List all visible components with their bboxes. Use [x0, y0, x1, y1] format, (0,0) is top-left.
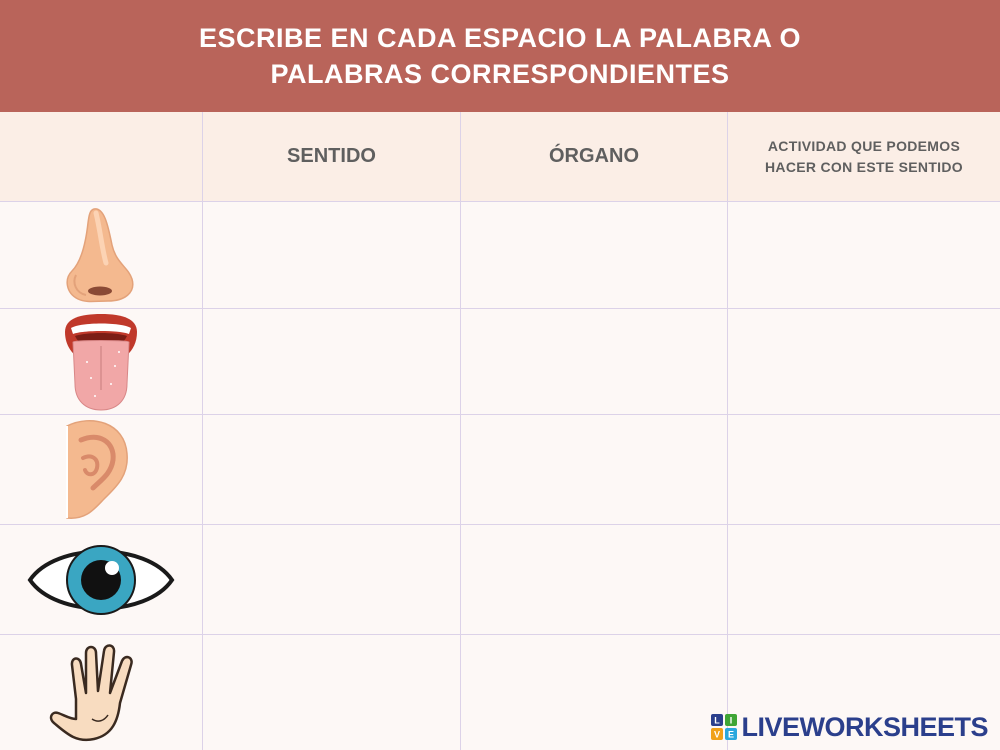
header-cell-image — [0, 112, 203, 202]
organo-input-5[interactable] — [461, 635, 728, 750]
svg-text:E: E — [728, 730, 734, 740]
table-row-hand — [0, 635, 203, 750]
header-sentido: SENTIDO — [203, 112, 461, 202]
nose-icon — [66, 208, 134, 303]
header-actividad: ACTIVIDAD QUE PODEMOS HACER CON ESTE SEN… — [728, 112, 1000, 202]
table-row-tongue — [0, 309, 203, 415]
actividad-input-4[interactable] — [728, 525, 1000, 635]
header-organo: ÓRGANO — [461, 112, 728, 202]
table-row-nose — [0, 202, 203, 309]
tongue-icon — [65, 313, 137, 411]
worksheet-title: ESCRIBE EN CADA ESPACIO LA PALABRA O PAL… — [0, 0, 1000, 112]
table-row-eye — [0, 525, 203, 635]
organo-input-2[interactable] — [461, 309, 728, 415]
svg-text:L: L — [715, 716, 721, 726]
sentido-input-5[interactable] — [203, 635, 461, 750]
watermark-text: LIVEWORKSHEETS — [741, 711, 988, 742]
organo-input-4[interactable] — [461, 525, 728, 635]
table-row-ear — [0, 415, 203, 525]
actividad-input-1[interactable] — [728, 202, 1000, 309]
liveworksheets-logo-icon: L I V E — [711, 714, 738, 740]
title-line-2: PALABRAS CORRESPONDIENTES — [270, 59, 730, 89]
svg-text:V: V — [714, 730, 720, 740]
header-actividad-line-1: ACTIVIDAD QUE PODEMOS — [767, 137, 961, 154]
organo-input-3[interactable] — [461, 415, 728, 525]
sentido-input-2[interactable] — [203, 309, 461, 415]
title-line-1: ESCRIBE EN CADA ESPACIO LA PALABRA O — [198, 23, 802, 53]
ear-icon — [66, 419, 128, 519]
sentido-input-4[interactable] — [203, 525, 461, 635]
sentido-input-3[interactable] — [203, 415, 461, 525]
organo-input-1[interactable] — [461, 202, 728, 309]
liveworksheets-watermark: L I V E LIVEWORKSHEETS — [711, 712, 988, 742]
actividad-input-5[interactable] — [728, 635, 1000, 750]
eye-icon — [27, 544, 175, 615]
sentido-input-1[interactable] — [203, 202, 461, 309]
senses-table: SENTIDO ÓRGANO ACTIVIDAD QUE PODEMOS HAC… — [0, 112, 1000, 750]
svg-text:I: I — [730, 716, 733, 726]
actividad-input-2[interactable] — [728, 309, 1000, 415]
actividad-input-3[interactable] — [728, 415, 1000, 525]
header-actividad-line-2: HACER CON ESTE SENTIDO — [765, 158, 963, 175]
hand-icon — [49, 643, 133, 741]
